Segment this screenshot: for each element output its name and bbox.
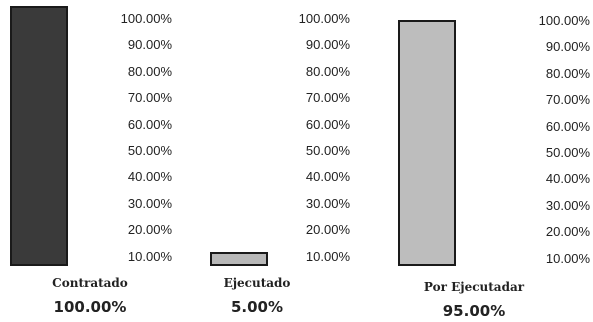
value-label-contratado: 100.00% xyxy=(53,298,127,316)
tick-label-contratado: 20.00% xyxy=(127,222,172,238)
tick-label-contratado: 10.00% xyxy=(127,248,172,264)
value-label-por-ejecutadar: 95.00% xyxy=(442,302,506,320)
bar-por-ejecutadar xyxy=(398,19,456,266)
tick-label-contratado: 80.00% xyxy=(127,63,172,79)
tick-label-por-ejecutadar: 70.00% xyxy=(545,92,590,108)
tick-label-por-ejecutadar: 40.00% xyxy=(545,171,590,187)
tick-label-por-ejecutadar: 60.00% xyxy=(545,118,590,134)
tick-label-ejecutado: 70.00% xyxy=(305,90,350,106)
tick-label-por-ejecutadar: 80.00% xyxy=(545,65,590,81)
category-label-ejecutado: Ejecutado xyxy=(223,276,291,290)
tick-label-contratado: 70.00% xyxy=(127,90,172,106)
tick-label-por-ejecutadar: 10.00% xyxy=(545,250,590,266)
bar-ejecutado xyxy=(210,252,268,266)
tick-label-ejecutado: 40.00% xyxy=(305,169,350,185)
tick-label-contratado: 30.00% xyxy=(127,195,172,211)
tick-label-ejecutado: 80.00% xyxy=(305,63,350,79)
tick-label-por-ejecutadar: 20.00% xyxy=(545,224,590,240)
tick-label-ejecutado: 20.00% xyxy=(305,222,350,238)
tick-label-contratado: 90.00% xyxy=(127,37,172,53)
bar-contratado xyxy=(10,6,68,266)
tick-label-por-ejecutadar: 50.00% xyxy=(545,145,590,160)
tick-label-contratado: 100.00% xyxy=(120,11,172,26)
tick-label-ejecutado: 30.00% xyxy=(305,195,350,211)
tick-label-por-ejecutadar: 100.00% xyxy=(538,13,590,28)
category-label-contratado: Contratado xyxy=(52,276,128,290)
tick-label-contratado: 40.00% xyxy=(127,169,172,185)
tick-label-contratado: 60.00% xyxy=(127,116,172,132)
tick-label-ejecutado: 60.00% xyxy=(305,116,350,132)
tick-label-ejecutado: 10.00% xyxy=(305,248,350,264)
value-label-ejecutado: 5.00% xyxy=(230,298,284,316)
category-label-por-ejecutadar: Por Ejecutadar xyxy=(423,280,525,294)
tick-label-contratado: 50.00% xyxy=(127,143,172,158)
tick-label-ejecutado: 100.00% xyxy=(298,11,350,26)
tick-label-por-ejecutadar: 30.00% xyxy=(545,197,590,213)
tick-label-por-ejecutadar: 90.00% xyxy=(545,39,590,55)
tick-label-ejecutado: 50.00% xyxy=(305,143,350,158)
tick-label-ejecutado: 90.00% xyxy=(305,37,350,53)
